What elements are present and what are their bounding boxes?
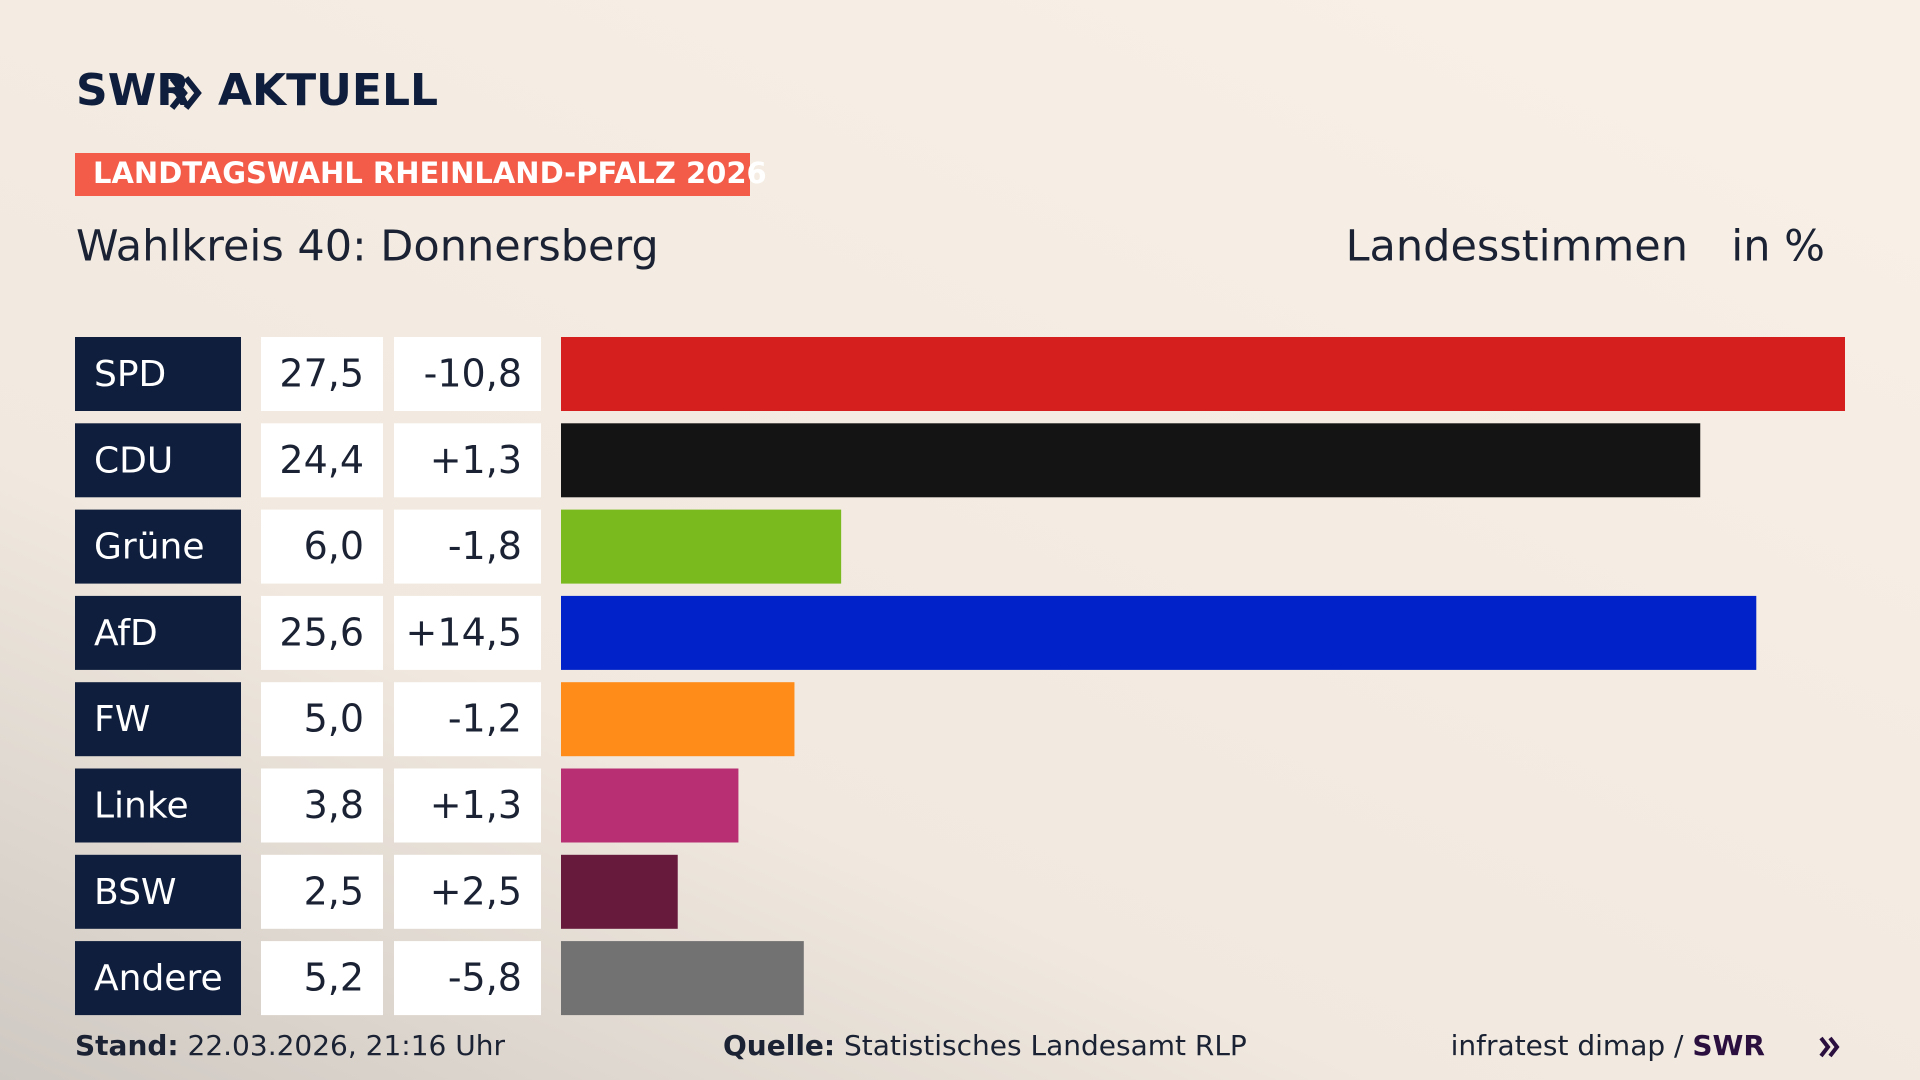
- credit-logo: SWR: [1692, 1029, 1765, 1062]
- logo-suffix: AKTUELL: [218, 65, 438, 116]
- stand-label: Stand:: [75, 1029, 179, 1062]
- value-label: 25,6: [279, 610, 364, 654]
- value-box: [261, 509, 383, 584]
- credit: infratest dimap / SWR: [1451, 1029, 1765, 1062]
- bar: [561, 423, 1701, 498]
- value-box: [261, 337, 383, 411]
- value-box: [261, 595, 383, 670]
- bar: [561, 337, 1845, 411]
- party-box: [75, 595, 241, 670]
- bar: [561, 595, 1757, 670]
- value-label: 5,2: [304, 956, 364, 1000]
- value-label: 3,8: [304, 783, 364, 827]
- change-label: -1,2: [448, 697, 522, 741]
- party-label: BSW: [94, 872, 177, 913]
- bar: [561, 941, 804, 1016]
- value-box: [261, 854, 383, 929]
- party-box: [75, 509, 241, 584]
- bar: [561, 768, 739, 843]
- party-label: SPD: [94, 354, 166, 395]
- value-label: 6,0: [304, 524, 364, 568]
- change-box: [394, 682, 541, 757]
- change-box: [394, 595, 541, 670]
- party-box: [75, 337, 241, 411]
- party-label: Andere: [94, 958, 223, 999]
- change-box: [394, 337, 541, 411]
- party-label: AfD: [94, 613, 158, 654]
- value-label: 27,5: [279, 352, 364, 396]
- logo: SWR: [76, 65, 190, 116]
- change-label: -5,8: [448, 956, 522, 1000]
- bar: [561, 854, 678, 929]
- logo-chevrons: [169, 76, 202, 110]
- credit-text: infratest dimap /: [1451, 1029, 1684, 1062]
- banner-bg: [75, 153, 750, 196]
- change-label: +2,5: [430, 869, 522, 913]
- value-box: [261, 682, 383, 757]
- party-box: [75, 941, 241, 1016]
- source: Quelle: Statistisches Landesamt RLP: [723, 1029, 1247, 1062]
- credit-chevrons: [1819, 1036, 1840, 1058]
- party-label: FW: [94, 699, 150, 740]
- change-box: [394, 854, 541, 929]
- change-box: [394, 768, 541, 843]
- value-label: 2,5: [304, 869, 364, 913]
- party-box: [75, 768, 241, 843]
- change-label: +14,5: [406, 610, 522, 654]
- value-label: 24,4: [279, 438, 364, 482]
- stand-value: 22.03.2026, 21:16 Uhr: [188, 1029, 506, 1062]
- change-label: +1,3: [430, 783, 522, 827]
- change-box: [394, 941, 541, 1016]
- bar: [561, 682, 795, 757]
- source-value: Statistisches Landesamt RLP: [844, 1029, 1247, 1062]
- party-label: Linke: [94, 786, 189, 827]
- unit: in %: [1731, 222, 1825, 272]
- party-box: [75, 854, 241, 929]
- value-box: [261, 423, 383, 498]
- change-label: -1,8: [448, 524, 522, 568]
- chart-title: Wahlkreis 40: Donnersberg: [76, 222, 659, 272]
- value-box: [261, 768, 383, 843]
- party-box: [75, 423, 241, 498]
- change-label: -10,8: [424, 352, 522, 396]
- value-box: [261, 941, 383, 1016]
- party-label: CDU: [94, 440, 173, 481]
- value-label: 5,0: [304, 697, 364, 741]
- party-box: [75, 682, 241, 757]
- change-box: [394, 423, 541, 498]
- change-label: +1,3: [430, 438, 522, 482]
- party-label: Grüne: [94, 527, 204, 568]
- bar: [561, 509, 842, 584]
- subtitle: Landesstimmen: [1346, 222, 1688, 272]
- banner: LANDTAGSWAHL RHEINLAND-PFALZ 2026: [93, 156, 767, 190]
- change-box: [394, 509, 541, 584]
- stand: Stand: 22.03.2026, 21:16 Uhr: [75, 1029, 505, 1062]
- source-label: Quelle:: [723, 1029, 835, 1062]
